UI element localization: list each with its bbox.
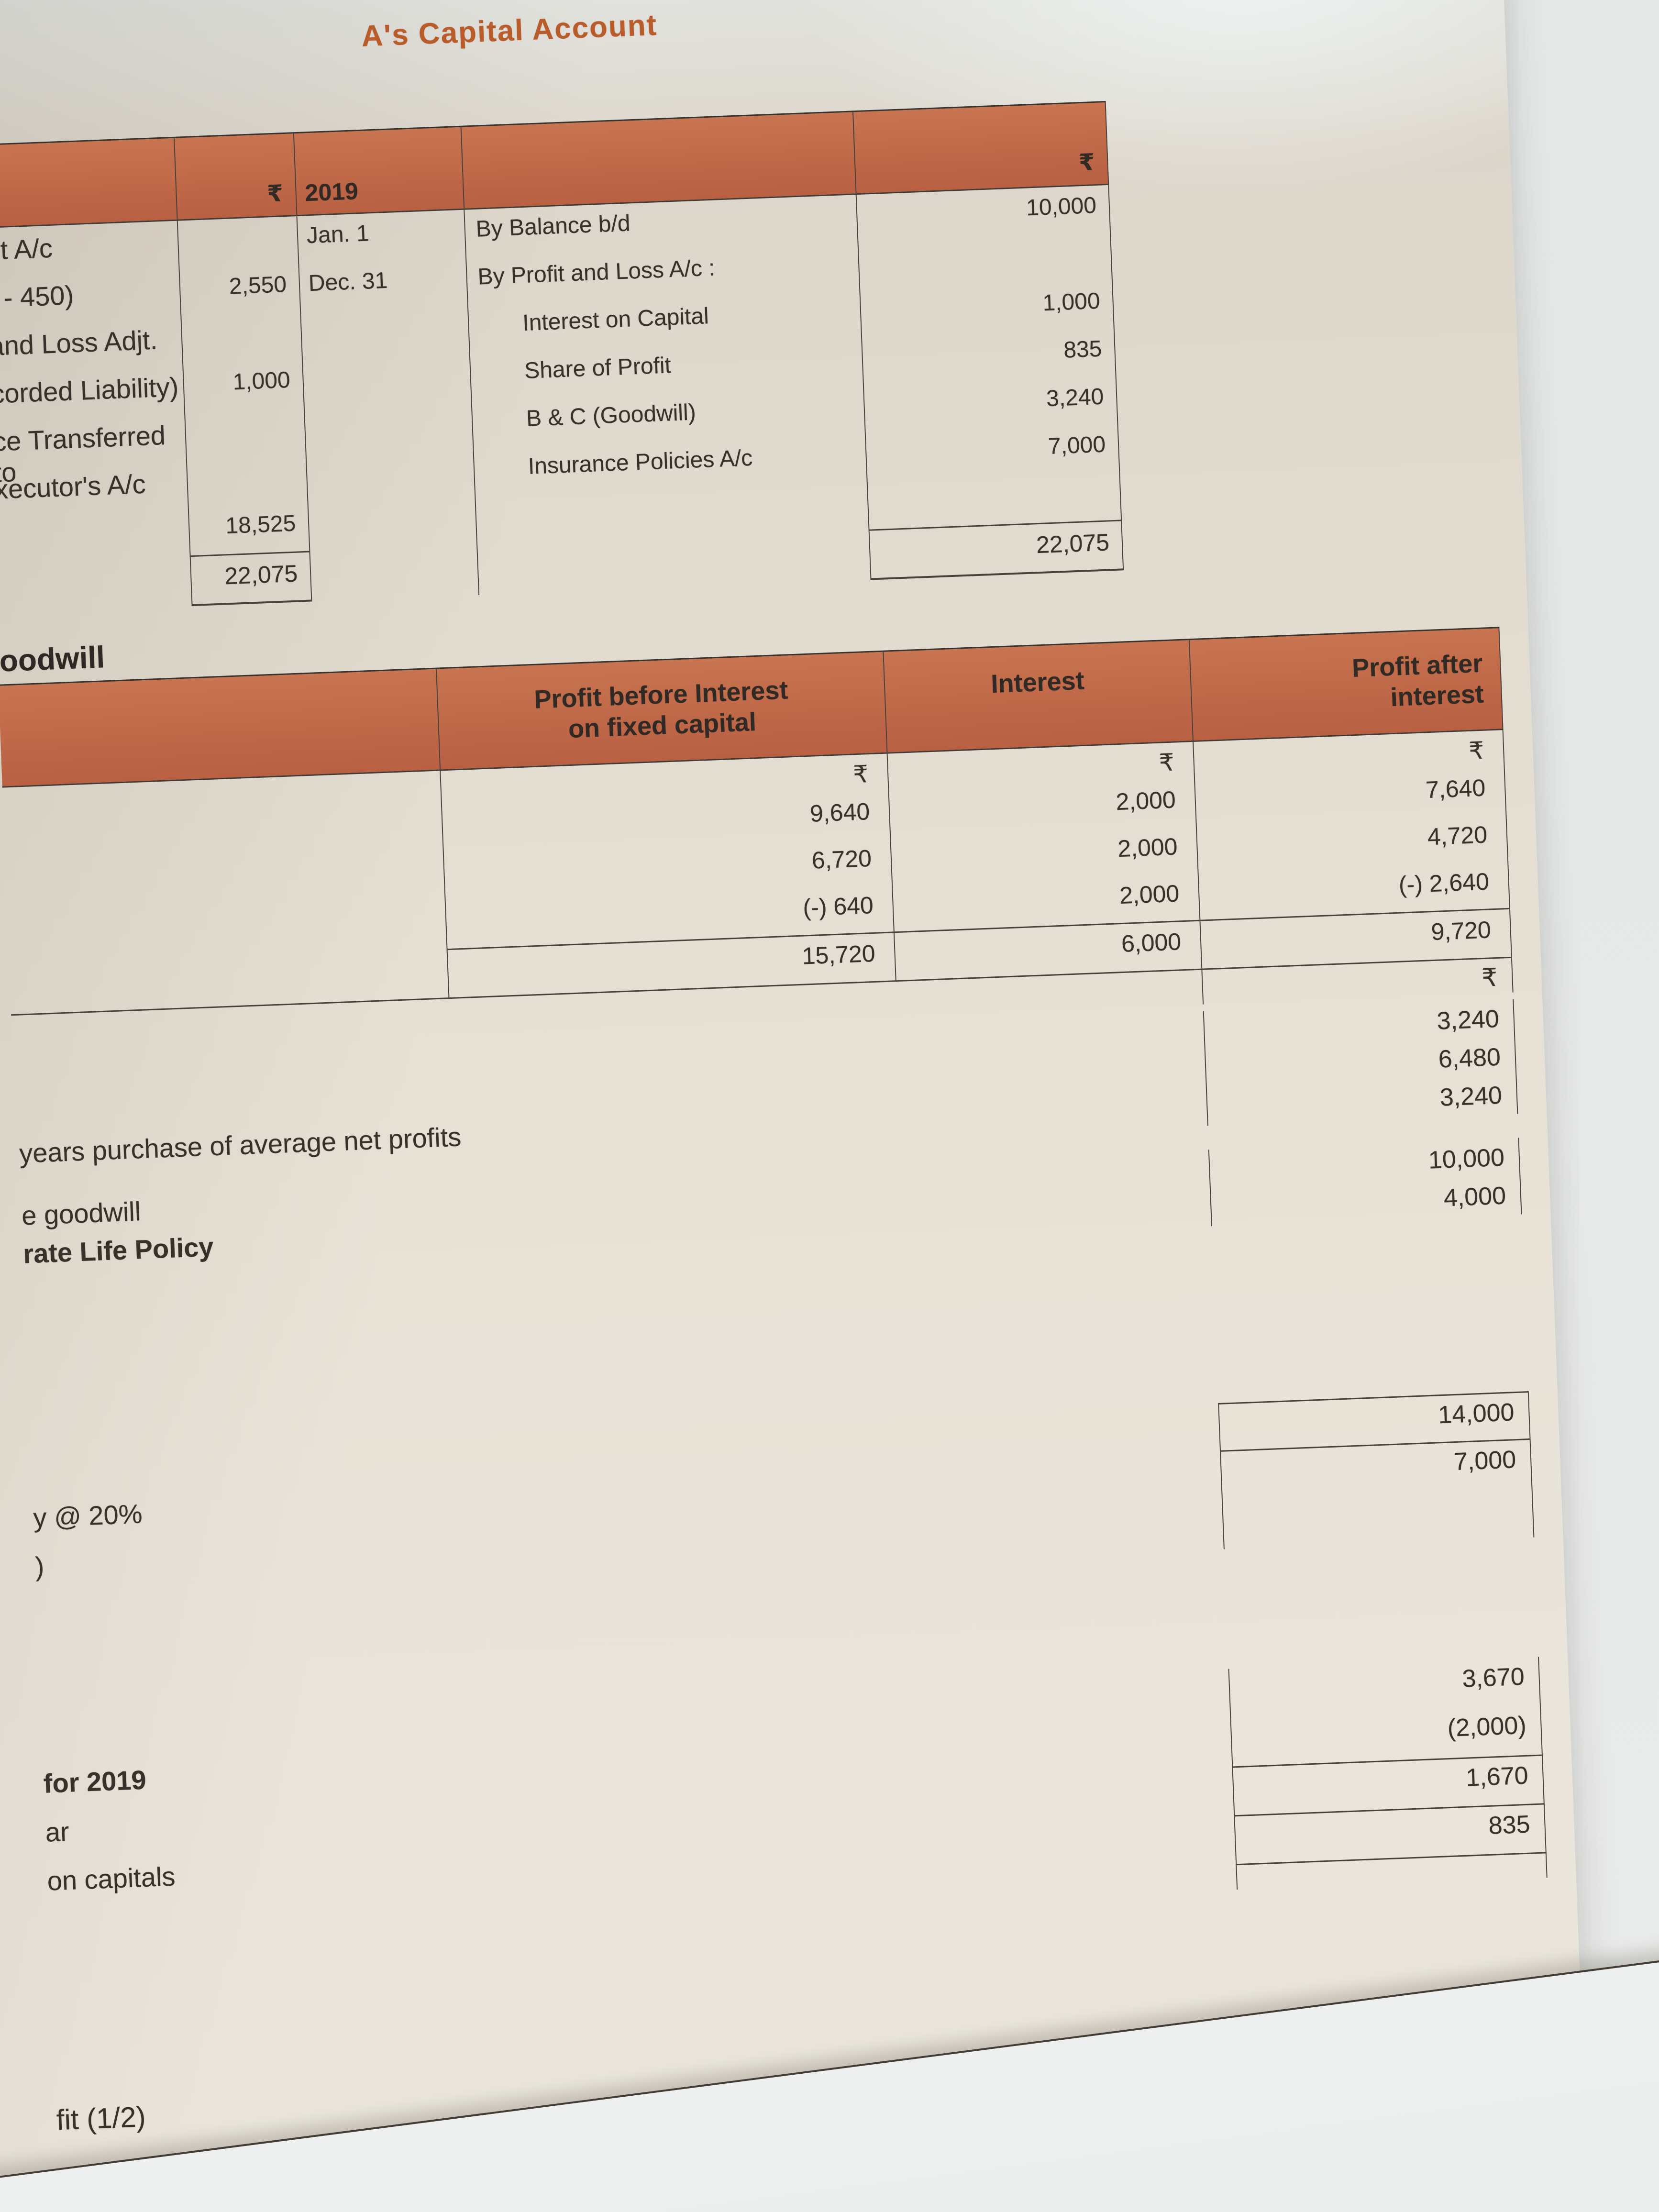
page-title: A's Capital Account: [361, 8, 658, 53]
amount-left: [184, 407, 306, 460]
particulars-left: corded Liability): [0, 371, 179, 409]
header-particulars-left: [0, 138, 177, 227]
amount-left: 18,525: [188, 503, 310, 556]
amount-left: 2,550: [178, 264, 300, 317]
amount-left: 1,000: [182, 359, 304, 412]
date-cell: [307, 497, 477, 551]
amount-left: [186, 455, 308, 508]
particulars-left: xecutor's A/c: [0, 468, 146, 505]
total-right: 22,075: [868, 520, 1124, 580]
capital-account-table: ₹ 2019 ₹ nt A/c Jan. 1 By Balance b/d 10…: [0, 101, 1124, 614]
profit-table: Profit before Interest on fixed capital …: [0, 627, 1512, 1016]
particulars-left: [0, 555, 192, 614]
particulars-left: and Loss Adjt.: [0, 324, 158, 361]
date-cell: Jan. 1: [296, 210, 466, 265]
goodwill-section: Profit before Interest on fixed capital …: [0, 627, 1555, 2136]
date-cell: [300, 305, 469, 360]
page-content: A's Capital Account ₹ 2019 ₹ nt A/c Jan.…: [0, 8, 1555, 2136]
particulars-left: [0, 508, 190, 563]
goodwill-heading: oodwill: [0, 640, 106, 678]
particulars-left: nt A/c: [0, 232, 53, 266]
year-header: 2019: [293, 127, 464, 215]
currency-header-left: ₹: [174, 133, 297, 220]
particulars-left: ) - 450): [0, 280, 75, 313]
header-particulars-right: [460, 112, 856, 209]
date-cell: [302, 353, 471, 408]
currency-header-right: ₹: [852, 102, 1109, 194]
book-page: A's Capital Account ₹ 2019 ₹ nt A/c Jan.…: [0, 0, 1593, 2212]
date-cell: [309, 544, 479, 602]
particulars-left: ce Transferred to: [0, 420, 166, 488]
date-cell: Dec. 31: [298, 257, 467, 312]
amount-left: [180, 311, 302, 365]
header-interest: Interest: [883, 640, 1193, 752]
total-left: 22,075: [189, 551, 311, 607]
header-profit-after: Profit after interest: [1188, 628, 1504, 741]
date-cell: [305, 449, 475, 503]
header-blank: [0, 669, 440, 786]
date-cell: [303, 401, 473, 455]
row-label: [38, 1669, 1228, 1720]
amount-left: [177, 216, 299, 269]
computation-section: ₹ 3,240 6,480 years purchase of average …: [11, 958, 1548, 1936]
row-label: [28, 1403, 1218, 1454]
header-profit-before: Profit before Interest on fixed capital: [436, 652, 887, 770]
